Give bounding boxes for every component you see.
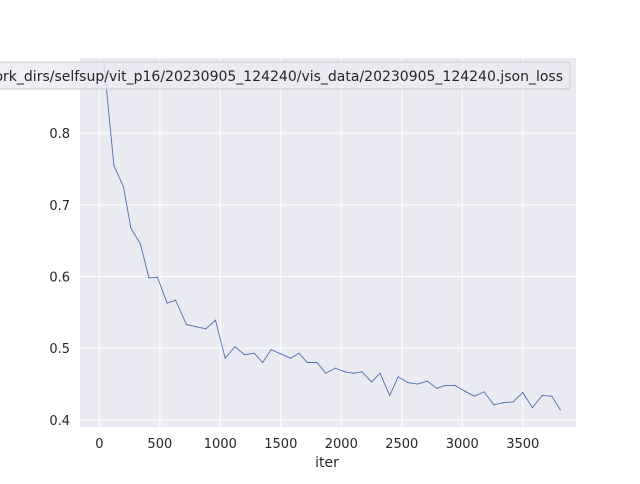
data-point bbox=[139, 243, 142, 245]
loss-series-line bbox=[103, 65, 561, 411]
data-point bbox=[522, 392, 524, 394]
data-point bbox=[324, 372, 327, 374]
data-point bbox=[389, 394, 391, 397]
x-tick-label: 2500 bbox=[385, 437, 418, 452]
data-point bbox=[113, 164, 115, 167]
data-point bbox=[205, 328, 207, 330]
data-point bbox=[397, 376, 399, 378]
data-point bbox=[352, 372, 355, 374]
data-point bbox=[407, 381, 409, 384]
data-point bbox=[289, 357, 292, 359]
y-tick-label: 0.8 bbox=[49, 127, 70, 142]
x-tick-label: 500 bbox=[147, 437, 172, 452]
series-layer bbox=[103, 64, 561, 411]
data-point bbox=[551, 395, 553, 397]
data-point bbox=[483, 391, 485, 393]
data-point bbox=[531, 407, 534, 409]
data-point bbox=[436, 387, 438, 389]
data-point bbox=[270, 349, 272, 351]
data-point bbox=[195, 326, 197, 328]
legend-box bbox=[0, 61, 571, 90]
data-point bbox=[370, 381, 373, 383]
data-point bbox=[148, 277, 150, 279]
grid-lines bbox=[80, 58, 576, 427]
data-point bbox=[493, 404, 495, 406]
data-point bbox=[454, 384, 456, 387]
data-point bbox=[156, 276, 159, 278]
tick-labels: 0 500 1000 1500 2000 2500 3000 3500 0.4 0.5 0.6 0.7… bbox=[49, 127, 539, 452]
data-point bbox=[166, 302, 168, 304]
data-point bbox=[316, 361, 318, 364]
data-point bbox=[416, 383, 419, 385]
x-axis-label: iter bbox=[315, 455, 339, 471]
data-point bbox=[253, 352, 255, 354]
data-point bbox=[185, 323, 188, 326]
data-point bbox=[174, 299, 177, 301]
x-tick-label: 2000 bbox=[325, 437, 358, 452]
x-tick-label: 1500 bbox=[264, 437, 297, 452]
data-point bbox=[306, 361, 309, 364]
data-point bbox=[502, 402, 505, 404]
data-point bbox=[298, 352, 300, 354]
data-point bbox=[234, 346, 236, 348]
data-point bbox=[334, 367, 336, 369]
data-point bbox=[224, 357, 226, 359]
data-point bbox=[559, 409, 561, 411]
data-point bbox=[344, 371, 346, 373]
x-tick-label: 0 bbox=[95, 437, 103, 452]
y-tick-label: 0.4 bbox=[49, 414, 70, 429]
data-point bbox=[361, 371, 363, 373]
data-point bbox=[122, 186, 125, 188]
data-point bbox=[214, 319, 217, 321]
x-tick-label: 3500 bbox=[506, 437, 539, 452]
legend: ork_dirs/selfsup/vit_p16/20230905_124240… bbox=[0, 61, 571, 90]
y-tick-label: 0.6 bbox=[49, 271, 70, 286]
data-point bbox=[280, 353, 282, 355]
data-point bbox=[262, 361, 264, 364]
plot-background bbox=[80, 58, 576, 427]
data-point bbox=[243, 354, 246, 356]
data-point bbox=[473, 395, 475, 397]
x-tick-label: 3000 bbox=[446, 437, 479, 452]
data-point bbox=[512, 401, 514, 403]
y-tick-label: 0.5 bbox=[49, 342, 70, 357]
data-point bbox=[541, 394, 543, 397]
x-tick-label: 1000 bbox=[204, 437, 237, 452]
data-point bbox=[379, 372, 381, 374]
data-point bbox=[130, 227, 132, 229]
data-point bbox=[426, 380, 428, 382]
data-point bbox=[464, 390, 466, 392]
y-tick-label: 0.7 bbox=[49, 199, 70, 214]
legend-label: ork_dirs/selfsup/vit_p16/20230905_124240… bbox=[0, 69, 563, 85]
data-point bbox=[444, 384, 446, 387]
